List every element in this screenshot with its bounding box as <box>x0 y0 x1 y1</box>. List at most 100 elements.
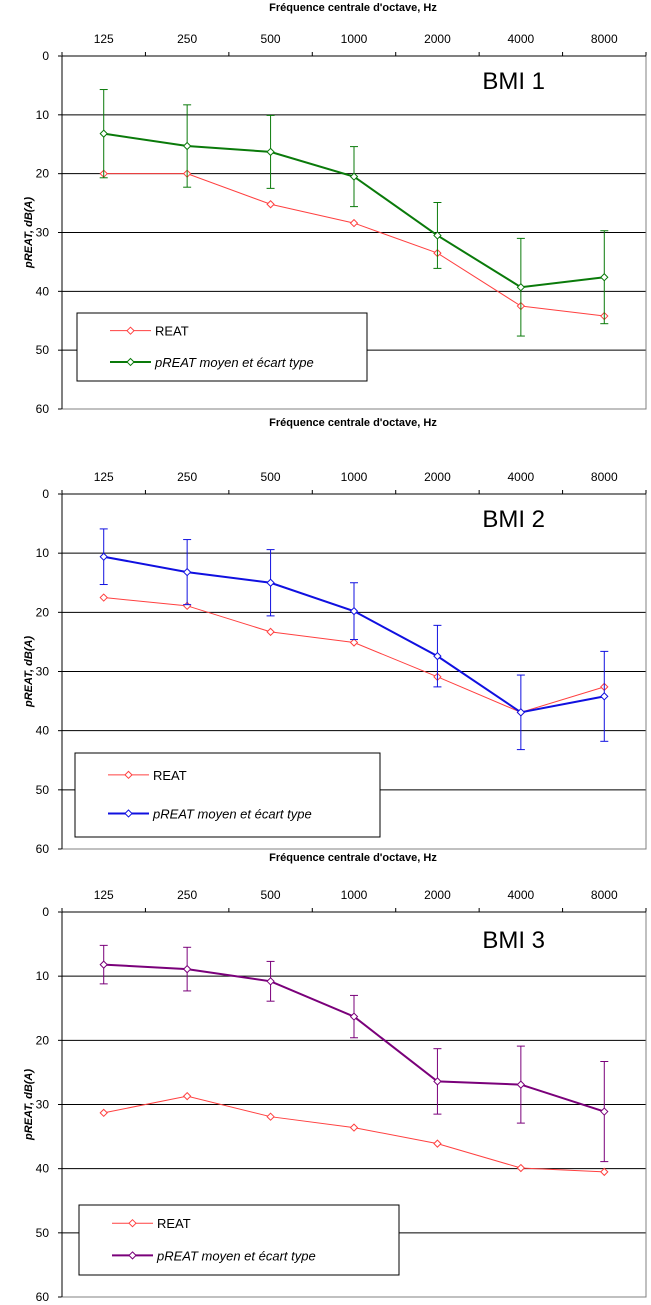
x-tick-label: 1000 <box>341 32 368 46</box>
legend-label: REAT <box>155 324 189 339</box>
y-tick-label: 0 <box>42 905 49 919</box>
data-point <box>433 651 442 661</box>
x-tick-label: 250 <box>177 888 197 902</box>
legend-label: pREAT moyen et écart type <box>152 806 312 821</box>
legend-swatch-marker <box>126 357 135 367</box>
x-tick-label: 500 <box>261 32 281 46</box>
data-point <box>433 1077 442 1086</box>
x-axis-label: Fréquence centrale d'octave, Hz <box>269 417 437 429</box>
x-tick-label: 2000 <box>424 470 451 484</box>
data-point <box>266 1112 275 1121</box>
data-point <box>600 1107 609 1116</box>
data-point <box>600 692 609 701</box>
data-point <box>266 147 275 157</box>
y-tick-label: 40 <box>36 724 50 738</box>
chart-3: Fréquence centrale d'octave, Hz 125 250 500… <box>0 850 651 1305</box>
x-tick-label: 8000 <box>591 32 618 46</box>
data-point <box>266 977 275 986</box>
x-tick-label: 500 <box>261 470 281 484</box>
legend-box <box>76 312 368 382</box>
y-axis-label: pREAT, dB(A) <box>23 636 35 708</box>
data-point <box>266 627 275 637</box>
y-tick-label: 30 <box>36 226 50 240</box>
data-point <box>182 964 192 974</box>
data-point <box>600 1167 609 1177</box>
x-axis-label: Fréquence centrale d'octave, Hz <box>269 852 437 864</box>
y-tick-label: 30 <box>36 1098 50 1112</box>
data-point <box>99 593 108 602</box>
chart-2: Fréquence centrale d'octave, Hz 125 250 500… <box>0 415 651 857</box>
legend-box <box>78 1204 400 1276</box>
x-tick-label: 125 <box>94 32 114 46</box>
legend-swatch-marker <box>128 1251 137 1260</box>
y-axis-label: pREAT, dB(A) <box>23 1069 35 1141</box>
y-tick-label: 20 <box>36 1033 50 1047</box>
data-point <box>99 960 108 969</box>
x-tick-label: 1000 <box>341 888 368 902</box>
chart-1: Fréquence centrale d'octave, Hz 125 250 500… <box>0 0 651 417</box>
data-point <box>600 273 609 282</box>
legend-label: REAT <box>157 1216 191 1231</box>
data-point <box>433 231 442 240</box>
chart-title: BMI 3 <box>482 927 545 954</box>
y-axis-label: pREAT, dB(A) <box>23 197 35 269</box>
legend-label: pREAT moyen et écart type <box>156 1248 316 1263</box>
data-point <box>349 606 359 616</box>
legend-swatch-marker <box>126 326 135 335</box>
y-tick-label: 50 <box>36 783 50 797</box>
y-tick-label: 10 <box>36 969 50 983</box>
data-point <box>99 1108 108 1118</box>
y-tick-label: 20 <box>36 605 50 619</box>
data-point <box>266 200 275 209</box>
x-tick-label: 2000 <box>424 32 451 46</box>
data-point <box>349 218 359 228</box>
legend-swatch-marker <box>128 1218 137 1228</box>
x-tick-label: 1000 <box>341 470 368 484</box>
legend-label: pREAT moyen et écart type <box>154 355 314 370</box>
x-tick-label: 2000 <box>424 888 451 902</box>
y-tick-label: 50 <box>36 343 50 357</box>
x-tick-label: 4000 <box>508 32 535 46</box>
x-tick-label: 4000 <box>508 470 535 484</box>
x-axis-label: Fréquence centrale d'octave, Hz <box>269 2 437 14</box>
x-tick-label: 125 <box>94 470 114 484</box>
data-point <box>349 1123 359 1132</box>
data-point <box>516 283 526 292</box>
y-tick-label: 0 <box>42 487 49 501</box>
y-tick-label: 0 <box>42 49 49 63</box>
data-point <box>182 1091 192 1101</box>
data-point <box>349 172 359 181</box>
legend-label: REAT <box>153 768 187 783</box>
y-tick-label: 30 <box>36 665 50 679</box>
legend-swatch-marker <box>124 809 133 818</box>
x-tick-label: 500 <box>261 888 281 902</box>
x-tick-label: 4000 <box>508 888 535 902</box>
x-tick-label: 8000 <box>591 470 618 484</box>
y-tick-label: 60 <box>36 842 50 856</box>
chart-title: BMI 2 <box>482 506 545 533</box>
x-tick-label: 8000 <box>591 888 618 902</box>
data-point <box>99 552 108 561</box>
y-tick-label: 40 <box>36 284 50 298</box>
chart-title: BMI 1 <box>482 68 545 95</box>
data-point <box>182 141 192 151</box>
data-point <box>349 1012 359 1021</box>
data-point <box>182 567 192 577</box>
x-tick-label: 250 <box>177 470 197 484</box>
data-point <box>516 708 526 717</box>
y-tick-label: 60 <box>36 1290 50 1304</box>
x-tick-label: 125 <box>94 888 114 902</box>
data-point <box>433 1139 442 1148</box>
data-point <box>516 1163 526 1173</box>
legend-box <box>74 752 381 838</box>
y-tick-label: 20 <box>36 167 50 181</box>
y-tick-label: 10 <box>36 108 50 122</box>
y-tick-label: 10 <box>36 546 50 560</box>
y-tick-label: 60 <box>36 402 50 416</box>
y-tick-label: 50 <box>36 1226 50 1240</box>
x-tick-label: 250 <box>177 32 197 46</box>
